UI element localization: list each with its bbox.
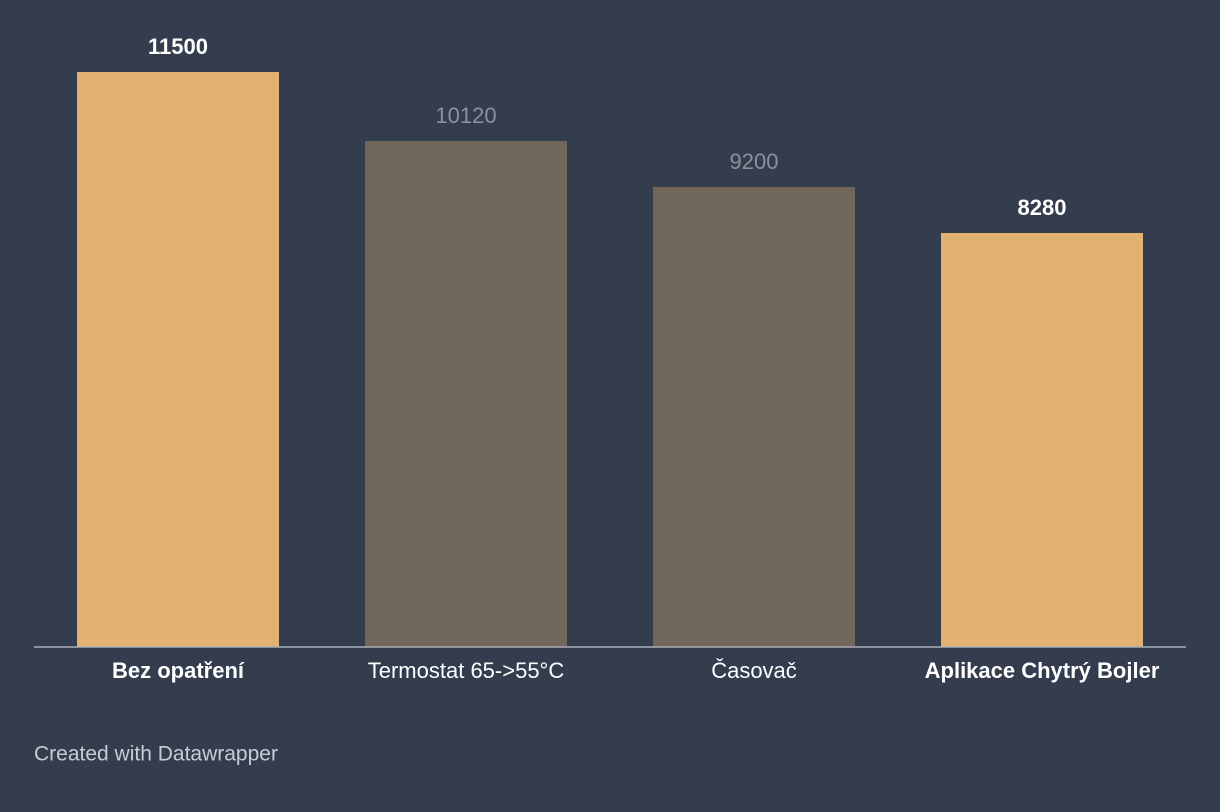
bar	[77, 72, 279, 647]
value-label: 8280	[1018, 195, 1067, 220]
bar	[365, 141, 567, 647]
x-tick-label: Bez opatření	[112, 658, 245, 683]
bar	[941, 233, 1143, 647]
bar	[653, 187, 855, 647]
value-label: 10120	[435, 103, 496, 128]
x-tick-label: Termostat 65->55°C	[368, 658, 565, 683]
value-label: 11500	[148, 34, 208, 59]
x-tick-label: Časovač	[711, 658, 797, 683]
value-label: 9200	[730, 149, 779, 174]
footer: Created with Datawrapper	[34, 743, 278, 766]
x-tick-label: Aplikace Chytrý Bojler	[925, 658, 1160, 683]
